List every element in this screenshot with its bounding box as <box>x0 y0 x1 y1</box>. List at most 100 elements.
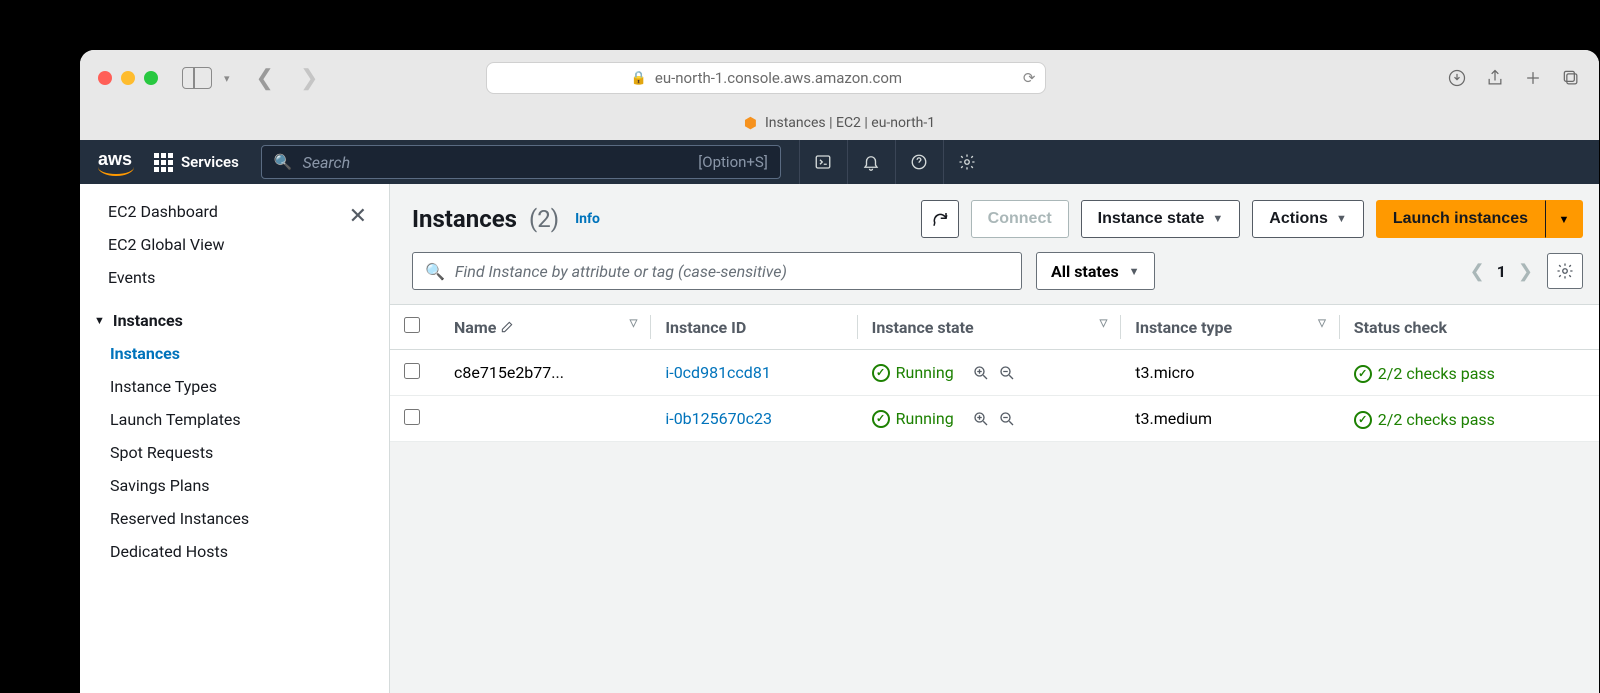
info-link[interactable]: Info <box>575 211 600 227</box>
cell-state: ✓Running <box>858 350 1122 396</box>
col-name[interactable]: Name▽ <box>440 305 651 350</box>
settings-icon[interactable] <box>943 140 991 184</box>
address-bar[interactable]: 🔒 eu-north-1.console.aws.amazon.com ⟳ <box>486 62 1046 94</box>
col-instance-type[interactable]: Instance type▽ <box>1121 305 1339 350</box>
window-minimize-button[interactable] <box>121 71 135 85</box>
table-row[interactable]: c8e715e2b77...i-0cd981ccd81✓Runningt3.mi… <box>390 350 1599 396</box>
instances-table: Name▽ Instance ID Instance state▽ Instan… <box>390 304 1599 442</box>
left-sidebar: EC2 Dashboard EC2 Global View Events ✕ ▼… <box>80 184 390 693</box>
cell-type: t3.micro <box>1121 350 1339 396</box>
reload-icon[interactable]: ⟳ <box>1023 69 1036 87</box>
page-header: Instances (2) Info Connect Instance stat… <box>390 184 1599 252</box>
col-instance-id[interactable]: Instance ID <box>651 305 857 350</box>
actions-dropdown[interactable]: Actions▼ <box>1252 200 1364 238</box>
traffic-lights <box>98 71 158 85</box>
sidebar-section-title: Instances <box>113 311 183 330</box>
states-dropdown[interactable]: All states ▼ <box>1036 252 1155 290</box>
aws-navbar: aws Services 🔍 Search [Option+S] <box>80 140 1599 184</box>
instance-state-dropdown[interactable]: Instance state▼ <box>1081 200 1241 238</box>
cell-type: t3.medium <box>1121 396 1339 442</box>
cloudshell-icon[interactable] <box>799 140 847 184</box>
cell-status: ✓2/2 checks pass <box>1340 396 1599 442</box>
filter-input[interactable]: 🔍 Find Instance by attribute or tag (cas… <box>412 252 1022 290</box>
table-row[interactable]: i-0b125670c23✓Runningt3.medium✓2/2 check… <box>390 396 1599 442</box>
prev-page-button[interactable]: ❮ <box>1470 261 1485 282</box>
new-tab-icon[interactable] <box>1523 68 1543 88</box>
refresh-button[interactable] <box>921 200 959 238</box>
col-instance-state[interactable]: Instance state▽ <box>858 305 1122 350</box>
downloads-icon[interactable] <box>1447 68 1467 88</box>
search-icon: 🔍 <box>425 262 445 281</box>
launch-instances-button[interactable]: Launch instances <box>1376 200 1545 238</box>
browser-toolbar-right <box>1447 68 1581 88</box>
nav-icons <box>799 140 991 184</box>
search-placeholder: Search <box>303 153 689 172</box>
help-icon[interactable] <box>895 140 943 184</box>
sidebar-item-instance-types[interactable]: Instance Types <box>110 377 367 396</box>
sidebar-item-dedicated-hosts[interactable]: Dedicated Hosts <box>110 542 367 561</box>
col-status-check[interactable]: Status check <box>1340 305 1599 350</box>
search-icon: 🔍 <box>274 153 293 171</box>
zoom-out-icon[interactable] <box>998 410 1016 428</box>
browser-sidebar-toggle[interactable] <box>182 67 212 89</box>
cell-instance-id[interactable]: i-0b125670c23 <box>651 396 857 442</box>
cell-state: ✓Running <box>858 396 1122 442</box>
sidebar-close-icon[interactable]: ✕ <box>349 204 367 229</box>
sidebar-link-events[interactable]: Events <box>108 268 225 287</box>
pagination: ❮ 1 ❯ <box>1470 261 1533 282</box>
caret-down-icon: ▼ <box>1129 265 1140 278</box>
cell-name: c8e715e2b77... <box>440 350 651 396</box>
page-number: 1 <box>1497 262 1506 281</box>
favicon-icon: ⬢ <box>744 114 757 132</box>
table-settings-button[interactable] <box>1547 253 1583 289</box>
services-menu-button[interactable]: Services <box>146 153 247 172</box>
notifications-icon[interactable] <box>847 140 895 184</box>
lock-icon: 🔒 <box>631 71 647 86</box>
sidebar-item-instances[interactable]: Instances <box>110 344 367 363</box>
tab-title: Instances | EC2 | eu-north-1 <box>765 115 935 131</box>
caret-down-icon: ▼ <box>1212 213 1223 225</box>
sidebar-item-reserved-instances[interactable]: Reserved Instances <box>110 509 367 528</box>
sidebar-items: Instances Instance Types Launch Templates S… <box>94 344 367 561</box>
row-checkbox[interactable] <box>404 363 420 379</box>
window-close-button[interactable] <box>98 71 112 85</box>
tabs-icon[interactable] <box>1561 68 1581 88</box>
page-body: EC2 Dashboard EC2 Global View Events ✕ ▼… <box>80 184 1599 693</box>
sidebar-item-savings-plans[interactable]: Savings Plans <box>110 476 367 495</box>
caret-down-icon: ▼ <box>1336 213 1347 225</box>
sidebar-section-instances[interactable]: ▼ Instances <box>94 311 367 330</box>
toolbar-row: 🔍 Find Instance by attribute or tag (cas… <box>390 252 1599 304</box>
sidebar-link-ec2-global-view[interactable]: EC2 Global View <box>108 235 225 254</box>
next-page-button[interactable]: ❯ <box>1518 261 1533 282</box>
zoom-in-icon[interactable] <box>972 410 990 428</box>
caret-down-icon: ▼ <box>94 314 105 327</box>
browser-window: ▾ ❮ ❯ 🔒 eu-north-1.console.aws.amazon.co… <box>80 50 1599 693</box>
page-title: Instances <box>412 205 517 233</box>
cell-name <box>440 396 651 442</box>
share-icon[interactable] <box>1485 68 1505 88</box>
row-checkbox[interactable] <box>404 409 420 425</box>
page-count: (2) <box>529 205 559 233</box>
chevron-down-icon[interactable]: ▾ <box>224 72 230 85</box>
window-zoom-button[interactable] <box>144 71 158 85</box>
cell-instance-id[interactable]: i-0cd981ccd81 <box>651 350 857 396</box>
services-label: Services <box>181 153 239 171</box>
select-all-checkbox[interactable] <box>404 317 420 333</box>
launch-instances-caret[interactable]: ▼ <box>1545 200 1583 238</box>
connect-button[interactable]: Connect <box>971 200 1069 238</box>
sidebar-item-spot-requests[interactable]: Spot Requests <box>110 443 367 462</box>
zoom-in-icon[interactable] <box>972 364 990 382</box>
sidebar-top-links: EC2 Dashboard EC2 Global View Events <box>108 202 225 287</box>
zoom-out-icon[interactable] <box>998 364 1016 382</box>
url-text: eu-north-1.console.aws.amazon.com <box>655 69 902 87</box>
edit-icon <box>500 319 514 333</box>
nav-forward-button[interactable]: ❯ <box>292 66 326 91</box>
sidebar-item-launch-templates[interactable]: Launch Templates <box>110 410 367 429</box>
grid-icon <box>154 153 173 172</box>
search-shortcut-hint: [Option+S] <box>698 153 768 171</box>
sidebar-link-ec2-dashboard[interactable]: EC2 Dashboard <box>108 202 225 221</box>
nav-back-button[interactable]: ❮ <box>248 66 282 91</box>
aws-logo[interactable]: aws <box>98 149 132 176</box>
aws-search-input[interactable]: 🔍 Search [Option+S] <box>261 145 781 179</box>
browser-tab-bar: ⬢ Instances | EC2 | eu-north-1 <box>80 106 1599 140</box>
